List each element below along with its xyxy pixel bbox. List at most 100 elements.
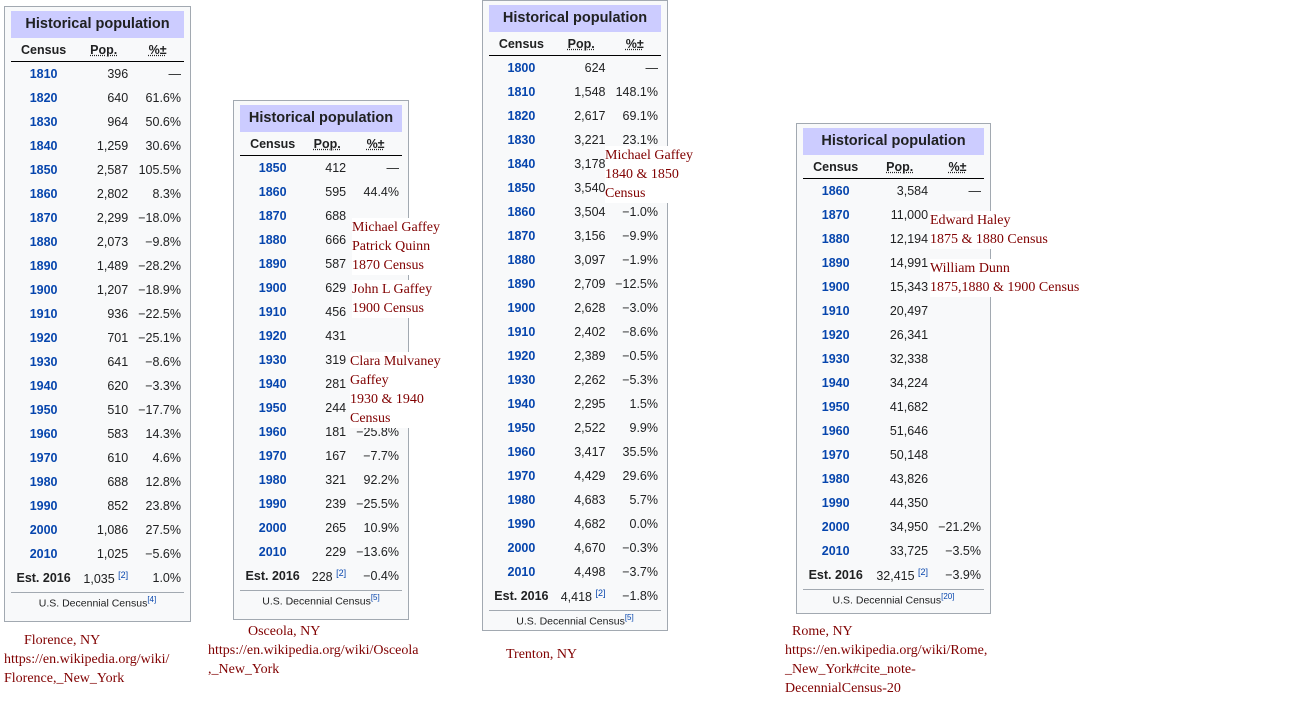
census-year-link[interactable]: 1910	[29, 307, 58, 321]
census-year-link[interactable]: 1830	[507, 133, 536, 147]
census-year-link[interactable]: 1980	[507, 493, 536, 507]
census-year-link[interactable]: 2000	[29, 523, 58, 537]
census-year-link[interactable]: 1890	[258, 257, 287, 271]
header-pop[interactable]: Pop.	[868, 156, 932, 179]
census-year-link[interactable]: 2000	[258, 521, 287, 535]
census-year-link[interactable]: 1960	[29, 427, 58, 441]
census-year-link[interactable]: 1860	[507, 205, 536, 219]
census-year-link[interactable]: 1850	[29, 163, 58, 177]
census-year-link[interactable]: 1900	[258, 281, 287, 295]
census-year-link[interactable]: 1970	[29, 451, 58, 465]
header-pop[interactable]: Pop.	[553, 33, 609, 56]
census-year-link[interactable]: 1950	[507, 421, 536, 435]
census-year-link[interactable]: 1950	[29, 403, 58, 417]
census-year-link[interactable]: 1900	[507, 301, 536, 315]
census-year-link[interactable]: 1940	[258, 377, 287, 391]
census-year-link[interactable]: 1970	[507, 469, 536, 483]
census-year-link[interactable]: 1880	[821, 232, 850, 246]
census-year-link[interactable]: 1870	[507, 229, 536, 243]
census-year-link[interactable]: 1810	[507, 85, 536, 99]
citation-link[interactable]: [5]	[624, 613, 634, 622]
header-pop[interactable]: Pop.	[76, 39, 132, 62]
census-year-link[interactable]: 1890	[821, 256, 850, 270]
census-year-link[interactable]: 1940	[29, 379, 58, 393]
census-year-link[interactable]: 1890	[29, 259, 58, 273]
census-year-link[interactable]: 1870	[29, 211, 58, 225]
census-year-link[interactable]: 1960	[258, 425, 287, 439]
florence-url-cont[interactable]: Florence,_New_York	[4, 671, 125, 686]
header-pop[interactable]: Pop.	[305, 133, 350, 156]
census-year-link[interactable]: 1900	[29, 283, 58, 297]
census-year-link[interactable]: 1930	[258, 353, 287, 367]
citation-link[interactable]: [20]	[941, 592, 955, 601]
census-year-link[interactable]: 1830	[29, 115, 58, 129]
census-year-link[interactable]: 1960	[507, 445, 536, 459]
census-year-link[interactable]: 1960	[821, 424, 850, 438]
census-year-link[interactable]: 1940	[821, 376, 850, 390]
census-year-link[interactable]: 1980	[821, 472, 850, 486]
census-year-link[interactable]: 1880	[507, 253, 536, 267]
census-year-link[interactable]: 1890	[507, 277, 536, 291]
census-year-link[interactable]: 1850	[258, 161, 287, 175]
census-year-link[interactable]: 1870	[258, 209, 287, 223]
census-year-link[interactable]: 1880	[258, 233, 287, 247]
header-pct[interactable]: %±	[608, 33, 661, 56]
florence-url[interactable]: https://en.wikipedia.org/wiki/	[4, 652, 170, 667]
census-year-link[interactable]: 1940	[507, 397, 536, 411]
rome-url-cont[interactable]: _New_York#cite_note-	[785, 662, 916, 677]
census-year-link[interactable]: 1970	[821, 448, 850, 462]
population-value: 4,429	[574, 469, 606, 483]
census-year-link[interactable]: 1920	[29, 331, 58, 345]
census-year-link[interactable]: 1880	[29, 235, 58, 249]
citation-link[interactable]: [2]	[336, 567, 347, 578]
osceola-url-cont[interactable]: ,_New_York	[208, 662, 280, 677]
header-pct[interactable]: %±	[349, 133, 402, 156]
census-year-link[interactable]: 1860	[29, 187, 58, 201]
census-year-link[interactable]: 1990	[821, 496, 850, 510]
census-year-link[interactable]: 2010	[507, 565, 536, 579]
citation-link[interactable]: [2]	[595, 587, 606, 598]
census-year-link[interactable]: 1870	[821, 208, 850, 222]
census-year-link[interactable]: 1840	[507, 157, 536, 171]
citation-link[interactable]: [5]	[370, 593, 380, 602]
census-year-link[interactable]: 1860	[258, 185, 287, 199]
census-year-link[interactable]: 2010	[258, 545, 287, 559]
census-year-link[interactable]: 1990	[258, 497, 287, 511]
census-year-link[interactable]: 1910	[821, 304, 850, 318]
census-year-link[interactable]: 1980	[29, 475, 58, 489]
census-year-link[interactable]: 1950	[258, 401, 287, 415]
census-year-link[interactable]: 1990	[29, 499, 58, 513]
census-year-link[interactable]: 1910	[258, 305, 287, 319]
census-year-link[interactable]: 1930	[821, 352, 850, 366]
census-year-link[interactable]: 2010	[821, 544, 850, 558]
census-year-link[interactable]: 1820	[29, 91, 58, 105]
census-year-link[interactable]: 1920	[821, 328, 850, 342]
census-year-link[interactable]: 1950	[821, 400, 850, 414]
census-year-link[interactable]: 1820	[507, 109, 536, 123]
census-year-link[interactable]: 1930	[29, 355, 58, 369]
census-year-link[interactable]: 1910	[507, 325, 536, 339]
census-year-link[interactable]: 1850	[507, 181, 536, 195]
header-pct[interactable]: %±	[931, 156, 984, 179]
citation-link[interactable]: [2]	[118, 569, 129, 580]
census-year-link[interactable]: 2000	[821, 520, 850, 534]
census-year-link[interactable]: 1840	[29, 139, 58, 153]
rome-url-cont2[interactable]: DecennialCensus-20	[785, 681, 901, 696]
citation-link[interactable]: [2]	[918, 566, 929, 577]
census-year-link[interactable]: 1900	[821, 280, 850, 294]
census-year-link[interactable]: 1930	[507, 373, 536, 387]
census-year-link[interactable]: 1990	[507, 517, 536, 531]
header-pct[interactable]: %±	[131, 39, 184, 62]
rome-url[interactable]: https://en.wikipedia.org/wiki/Rome,	[785, 643, 988, 658]
citation-link[interactable]: [4]	[147, 595, 157, 604]
census-year-link[interactable]: 1800	[507, 61, 536, 75]
census-year-link[interactable]: 1920	[258, 329, 287, 343]
census-year-link[interactable]: 1810	[29, 67, 58, 81]
census-year-link[interactable]: 1860	[821, 184, 850, 198]
census-year-link[interactable]: 2000	[507, 541, 536, 555]
census-year-link[interactable]: 1920	[507, 349, 536, 363]
osceola-url[interactable]: https://en.wikipedia.org/wiki/Osceola	[208, 643, 419, 658]
census-year-link[interactable]: 2010	[29, 547, 58, 561]
census-year-link[interactable]: 1980	[258, 473, 287, 487]
census-year-link[interactable]: 1970	[258, 449, 287, 463]
